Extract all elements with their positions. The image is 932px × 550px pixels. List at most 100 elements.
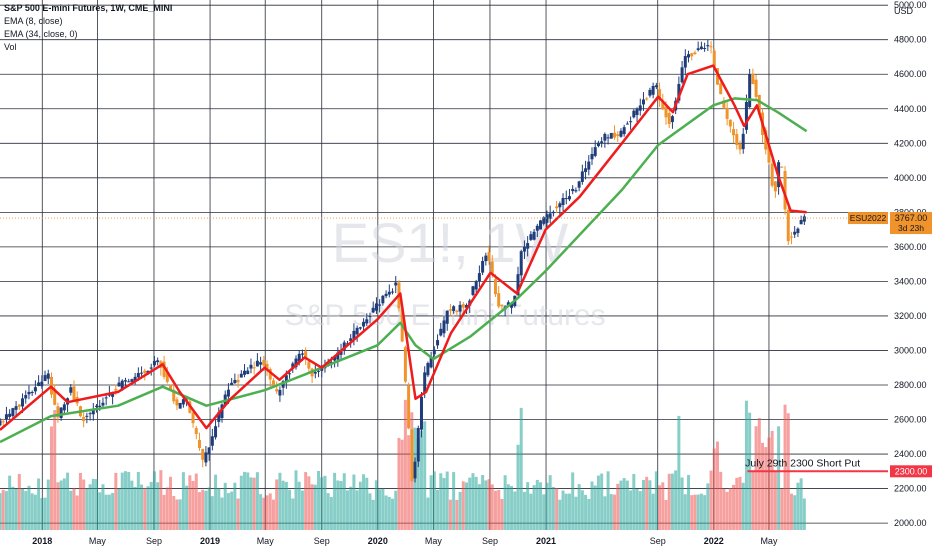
candle-body [632,110,636,118]
volume-bar [789,493,793,530]
candle-body [741,133,745,150]
candle-body [384,293,388,297]
candle-body [571,188,575,192]
volume-bar [632,473,636,530]
candle-body [127,381,131,383]
legend-ema-fast[interactable]: EMA (8, close) [4,16,63,26]
volume-bar [661,482,665,530]
y-tick-label: 2600.00 [894,415,927,425]
candle-body [88,413,92,415]
volume-bar [770,430,774,530]
volume-bar [8,475,12,530]
volume-bar [233,482,237,530]
volume-bar [339,481,343,530]
volume-bar [197,492,201,530]
time-axis[interactable]: 2018 May Sep 2019 May Sep 2020 May Sep 2021 Sep 202… [0,530,932,550]
y-tick-label: 3600.00 [894,242,927,252]
candle-body [233,379,237,384]
candle-body [419,396,423,430]
candle-body [72,386,76,401]
volume-bar [751,470,755,530]
candle-body [178,402,182,409]
volume-bar [474,476,478,530]
volume-bar [555,488,559,530]
candle-body [622,127,626,135]
candle-body [619,130,623,137]
candle-body [239,373,243,378]
candle-body [764,130,768,150]
candle-body [59,407,63,418]
candle-body [410,429,414,482]
candle-body [333,357,337,361]
candle-body [651,86,655,95]
candle-body [683,56,687,68]
volume-bar [715,441,719,530]
candle-body [1,421,5,423]
candle-body [593,147,597,156]
candle-body [548,213,552,219]
last-price-value: 3767.00 [895,213,928,223]
candle-body [786,209,790,242]
candle-body [789,236,793,238]
candle-body [281,381,285,388]
volume-bar [152,471,156,530]
volume-bar [442,477,446,530]
candle-body [664,106,668,118]
x-tick-label: May [257,536,275,546]
volume-bar [236,498,240,530]
price-axis[interactable]: USD 2000.00 2200.00 2400.00 2600.00 2800.00 3… [888,0,932,550]
volume-bar [535,479,539,530]
candle-body [207,447,211,455]
candle-body [641,99,645,105]
candle-body [645,98,649,100]
currency-label: USD [894,6,914,16]
legend-ema-slow[interactable]: EMA (34, close, 0) [4,29,78,39]
legend-symbol[interactable]: S&P 500 E-mini Futures, 1W, CME_MINI [4,3,173,13]
volume-bar [352,474,356,530]
volume-bar [365,477,369,530]
candle-body [436,340,440,346]
y-tick-label: 4600.00 [894,69,927,79]
candle-body [252,367,256,369]
candle-body [136,372,140,378]
volume-bar [313,484,317,530]
volume-bar [757,418,761,530]
volume-bar [33,494,37,530]
candle-body [43,375,47,381]
volume-bar [127,471,131,530]
volume-bar [265,495,269,530]
short-put-annotation[interactable]: July 29th 2300 Short Put [745,457,888,473]
candle-body [291,363,295,369]
candle-body [625,123,629,125]
candle-body [95,405,99,407]
candle-body [259,362,263,365]
candle-body [201,448,205,460]
volume-bar [664,499,668,530]
volume-bar [693,494,697,530]
volume-bar [291,498,295,530]
candle-body [542,217,546,224]
volume-bar [744,400,748,530]
y-tick-label: 4800.00 [894,35,927,45]
volume-bar [461,481,465,530]
candle-body [802,216,806,222]
ticker-badge [848,212,888,225]
candle-body [770,163,774,186]
candle-body [564,198,568,200]
volume-bar [85,488,89,530]
volume-bar [223,482,227,530]
volume-bar [78,472,82,530]
candle-body [773,181,777,192]
volume-bar [687,474,691,530]
candle-body [796,228,800,234]
candle-body [555,206,559,209]
candle-body [46,373,50,379]
volume-bar [278,472,282,530]
volume-bar [419,430,423,530]
volume-bar [719,471,723,530]
volume-bar [497,489,501,530]
candle-body [561,197,565,206]
legend-volume[interactable]: Vol [4,42,17,52]
level-badge [890,465,932,478]
